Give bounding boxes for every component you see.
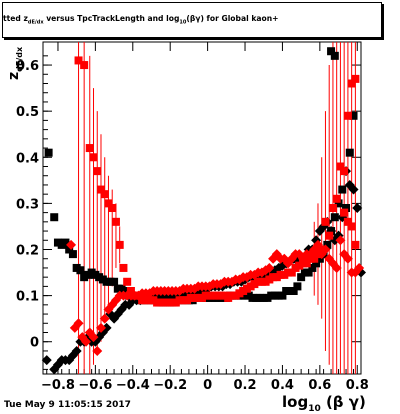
data-point-diamond [354,262,365,273]
data-point-square [325,231,334,240]
data-point-square [123,277,132,286]
x-tick-label: −0.8 [41,378,75,393]
data-point-square [321,217,330,226]
data-point-square [278,291,287,300]
data-point-diamond [73,318,84,329]
data-point-square [342,204,351,212]
data-point-square [44,148,53,157]
x-tick-label: 0.6 [308,378,331,393]
data-point-square [65,245,74,254]
data-point-square [110,277,119,286]
title-box: tted zdE/dx versus TpcTrackLength and lo… [2,2,382,38]
data-point-square [328,204,337,212]
plot-frame [42,41,362,375]
data-point-diamond [331,262,342,273]
data-point-square [289,287,298,295]
x-tick-label: 0 [203,378,212,393]
data-point-diamond [342,253,353,264]
data-point-diamond [81,336,92,347]
data-point-square [351,74,360,83]
data-point-square [345,148,354,157]
data-point-square [351,240,360,249]
data-point-square [121,287,130,295]
y-tick-label: 0.5 [16,105,39,120]
y-tick-label: 0.6 [16,59,39,74]
x-tick-label: −0.4 [116,378,150,393]
data-point-diamond [101,322,112,333]
y-tick-label: 0.4 [16,151,39,166]
data-point-diamond [95,322,106,333]
data-point-square [312,259,321,268]
data-point-square [343,217,352,226]
data-point-square [111,217,120,226]
data-point-square [327,47,336,56]
data-point-square [93,167,102,176]
data-point-square [297,273,306,282]
data-point-square [330,51,339,60]
x-tick-label: −0.2 [153,378,187,393]
data-point-diamond [66,239,77,250]
data-point-diamond [71,345,82,356]
data-point-square [108,204,117,212]
data-point-square [308,263,317,272]
data-point-diamond [264,262,275,273]
data-point-square [347,222,356,231]
data-point-square [336,162,345,171]
data-point-square [104,199,113,208]
x-tick-label: 0.8 [346,378,369,393]
x-tick-label: 0.4 [271,378,294,393]
data-point-diamond [88,332,99,343]
data-point-square [96,185,105,194]
data-point-square [89,153,98,162]
x-tick-label: 0.2 [234,378,257,393]
data-point-square [340,208,349,217]
data-point-square [287,268,296,277]
data-point-diamond [352,203,363,213]
data-point-square [332,194,341,203]
y-tick-label: 0.3 [16,197,39,212]
data-point-square [119,263,128,272]
data-point-diamond [312,239,323,250]
data-point-square [347,79,356,88]
data-point-square [334,199,343,208]
data-point-diamond [320,244,331,255]
data-point-square [315,254,324,263]
data-point-square [115,240,124,249]
data-point-diamond [99,313,110,324]
data-point-square [68,250,77,259]
data-point-square [293,282,302,291]
y-tick-label: 0.2 [16,244,39,259]
data-point-square [76,266,85,275]
datestamp: Tue May 9 11:05:15 2017 [4,400,131,410]
data-point-square [85,144,94,153]
data-point-square [304,268,313,277]
data-point-square [302,259,311,268]
data-point-square [61,238,70,247]
data-point-square [50,213,59,222]
y-tick-label: 0.1 [16,290,39,305]
data-point-square [330,213,339,222]
data-point-diamond [348,184,359,195]
data-point-square [74,56,83,65]
data-point-square [100,190,109,199]
y-tick-label: 0 [30,336,39,351]
data-point-square [80,61,89,70]
data-point-square [340,167,349,176]
data-point-diamond [41,355,52,366]
chart-title: tted zdE/dx versus TpcTrackLength and lo… [3,14,279,26]
data-point-square [349,111,358,120]
data-point-square [338,185,347,194]
data-point-square [343,111,352,120]
data-point-diamond [335,235,346,246]
x-axis-title: log10 (β γ) [282,393,366,414]
x-tick-label: −0.6 [78,378,112,393]
data-point-diamond [92,345,103,356]
data-point-square [323,240,332,249]
data-point-square [310,254,319,263]
